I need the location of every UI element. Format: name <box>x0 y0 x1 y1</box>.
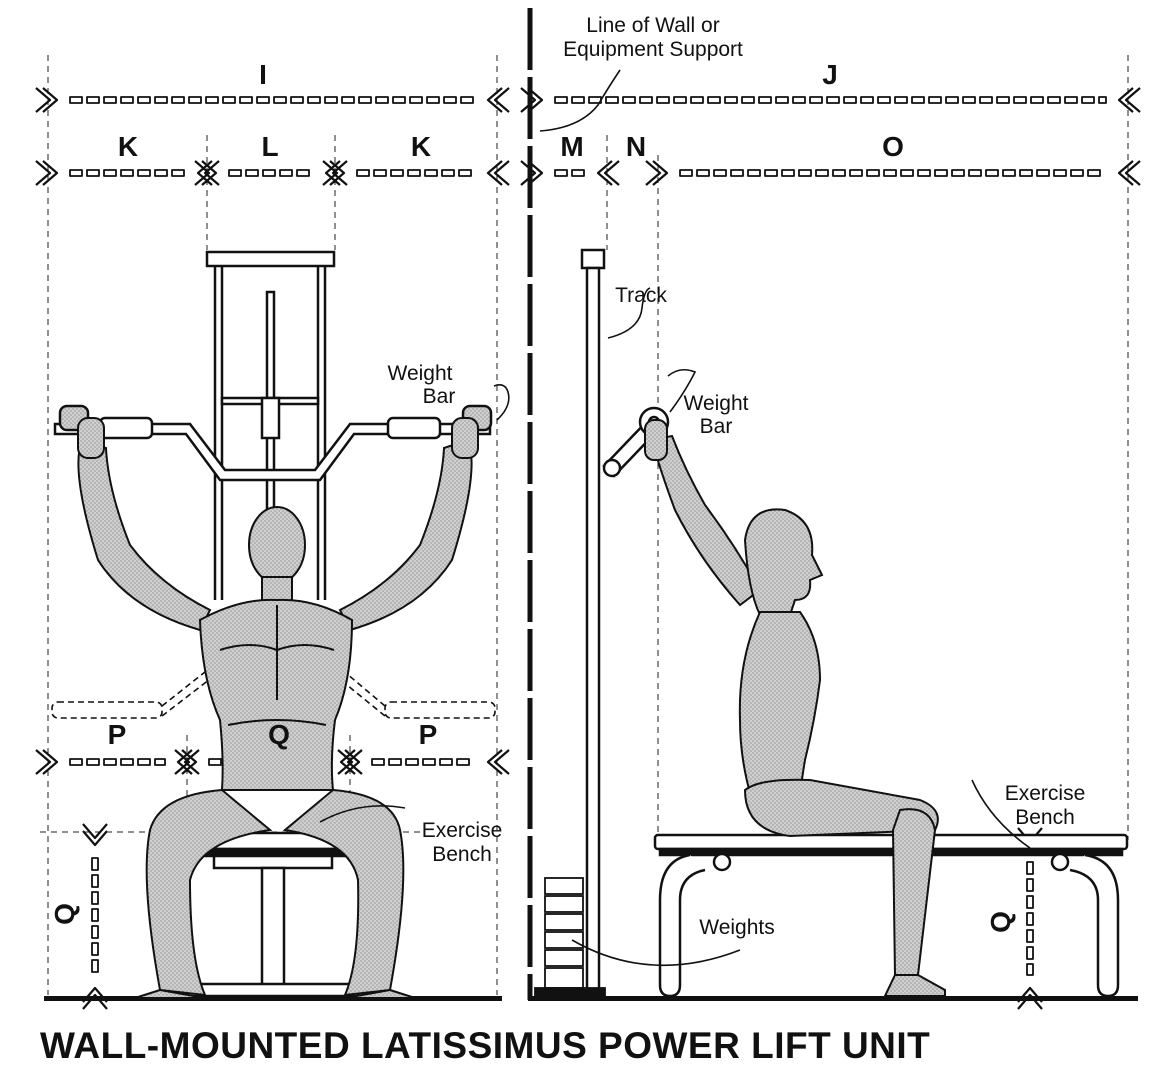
label-bench-side-2: Bench <box>1015 806 1075 829</box>
side-bench <box>653 833 1129 998</box>
dim-q-side: Q <box>985 911 1016 933</box>
dimension-arrows <box>35 87 1141 1010</box>
label-bench-front-1: Exercise <box>422 819 503 842</box>
arrow-q-front-head-start <box>82 823 108 847</box>
front-figure <box>77 417 479 999</box>
side-track <box>580 248 606 995</box>
arrow-k-left-shaft <box>69 169 185 177</box>
arrow-l-shaft <box>228 169 310 177</box>
dim-i: I <box>259 59 267 90</box>
arrow-m-shaft <box>554 169 585 177</box>
label-weight-bar-side-1: Weight <box>684 392 749 415</box>
side-figure <box>644 419 946 997</box>
front-lowered-bar <box>51 667 496 719</box>
arrow-p-right-head-end <box>486 749 510 775</box>
label-track: Track <box>615 284 667 307</box>
arrow-m-head-start <box>520 160 544 186</box>
arrow-j-head-end <box>1117 87 1141 113</box>
arrow-l-head-start <box>194 160 218 186</box>
dim-j: J <box>822 59 838 90</box>
label-bench-front-2: Bench <box>432 843 492 866</box>
arrow-i-head-start <box>35 87 59 113</box>
arrow-q-side-shaft <box>1026 861 1034 976</box>
dim-o: O <box>882 131 904 162</box>
dim-p-left: P <box>108 719 127 750</box>
front-bench <box>186 831 360 998</box>
arrow-k-right-shaft <box>356 169 472 177</box>
arrow-j-shaft <box>554 96 1107 104</box>
arrow-p-left-shaft <box>69 758 166 766</box>
arrow-p-left-head-start <box>35 749 59 775</box>
arrow-k-right-head-end <box>486 160 510 186</box>
label-bench-side-1: Exercise <box>1005 782 1086 805</box>
arrow-q-front-head-end <box>82 986 108 1010</box>
arrow-k-left-head-start <box>35 160 59 186</box>
arrow-p-right-shaft <box>371 758 470 766</box>
arrow-q-mid-head-start <box>174 749 198 775</box>
arrow-q-front-shaft <box>91 857 99 973</box>
label-weight-bar-front-2: Bar <box>423 385 456 408</box>
dim-k-right: K <box>411 131 431 162</box>
label-wall-line-1: Line of Wall or <box>586 14 719 37</box>
arrow-o-head-start <box>645 160 669 186</box>
leader-lines <box>319 69 1031 967</box>
dim-l: L <box>261 131 278 162</box>
dim-n: N <box>626 131 646 162</box>
diagram-title: WALL-MOUNTED LATISSIMUS POWER LIFT UNIT <box>40 1025 931 1066</box>
label-weight-bar-front-1: Weight <box>388 362 453 385</box>
arrow-m-head-end <box>596 160 620 186</box>
dim-p-right: P <box>419 719 438 750</box>
dim-q-front: Q <box>49 903 80 925</box>
label-wall-line-2: Equipment Support <box>563 38 743 61</box>
dim-q-mid: Q <box>268 719 290 750</box>
floor-lines <box>44 996 1138 1001</box>
arrow-j-head-start <box>520 87 544 113</box>
arrow-q-side-head-end <box>1017 986 1043 1010</box>
arrow-i-head-end <box>486 87 510 113</box>
dimension-labels: I J K L K M N O P Q P Q Q <box>49 59 1016 933</box>
side-weights <box>534 877 606 997</box>
arrow-i-shaft <box>69 96 474 104</box>
arrow-k-right-head-start <box>322 160 346 186</box>
arrow-o-shaft <box>679 169 1101 177</box>
label-weights: Weights <box>699 916 774 939</box>
callout-labels: Line of Wall or Equipment Support Track … <box>388 14 1086 939</box>
arrow-p-right-head-start <box>337 749 361 775</box>
dim-k-left: K <box>118 131 138 162</box>
dim-m: M <box>560 131 583 162</box>
label-weight-bar-side-2: Bar <box>700 415 733 438</box>
arrow-o-head-end <box>1117 160 1141 186</box>
